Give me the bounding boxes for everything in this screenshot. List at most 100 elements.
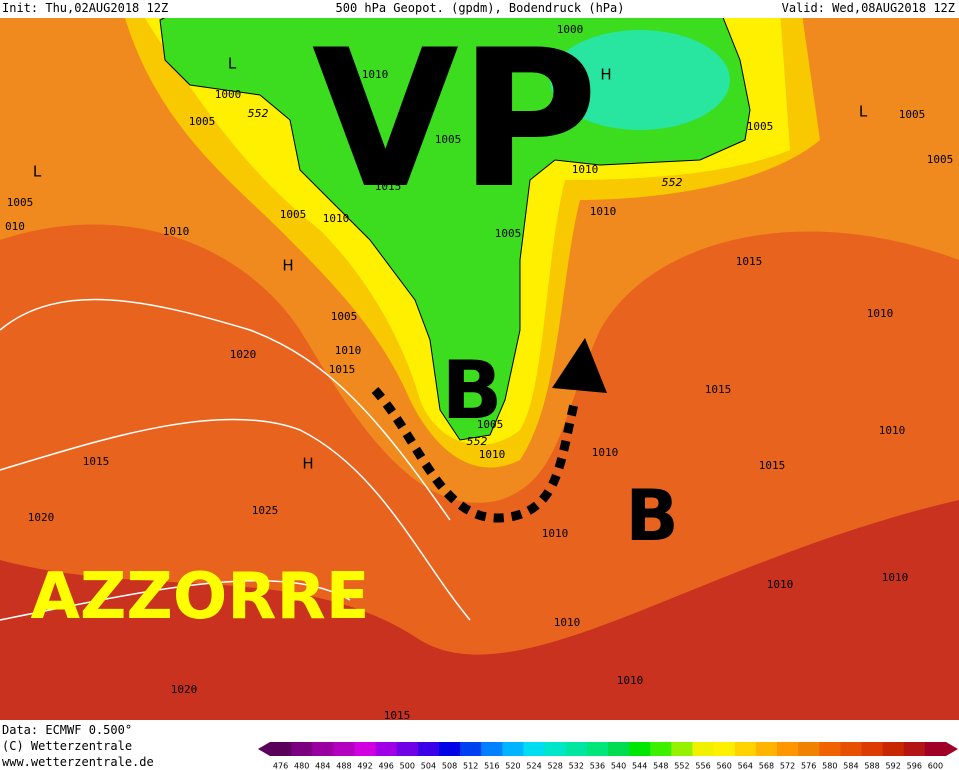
isobar-label: 1005 [280,208,307,221]
scale-swatch [924,742,947,756]
scale-swatch [671,742,693,756]
scale-swatch [840,742,862,756]
scale-swatch [819,742,841,756]
scale-label: 476 [273,762,288,770]
copyright: (C) Wetterzentrale [2,739,132,753]
scale-label: 500 [400,762,415,770]
scale-swatch [417,742,440,756]
isobar-label: 1010 [323,212,350,225]
scale-label: 528 [548,762,563,770]
scale-swatch [291,742,313,756]
scale-label: 580 [822,762,837,770]
warm-region [0,500,959,720]
scale-swatch [798,742,820,756]
contour-label: 552 [662,176,683,189]
isobar-label: 1005 [747,120,774,133]
scale-label: 516 [484,762,499,770]
isobar-label: 1010 [554,616,581,629]
isobar-label: 1010 [590,205,617,218]
scale-label: 556 [695,762,710,770]
scale-swatch [565,742,588,756]
scale-label: 576 [801,762,816,770]
scale-label: 592 [886,762,901,770]
scale-swatch [396,742,419,756]
pressure-center: H [600,66,611,84]
scale-label: 536 [590,762,605,770]
scale-swatch [439,742,461,756]
scale-label: 588 [864,762,879,770]
pressure-center: L [33,163,42,181]
header-bar [0,0,959,18]
scale-swatch [270,742,292,756]
scale-swatch [692,742,715,756]
pressure-center: H [302,455,313,473]
scale-label: 600 [928,762,943,770]
scale-label: 572 [780,762,795,770]
scale-swatch [481,742,503,756]
website: www.wetterzentrale.de [2,755,154,769]
scale-label: 496 [379,762,394,770]
scale-label: 520 [505,762,520,770]
isobar-label: 1010 [362,68,389,81]
isobar-label: 1005 [331,310,358,323]
isobar-label: 1010 [163,225,190,238]
scale-swatch [523,742,546,756]
scale-label: 548 [653,762,668,770]
scale-swatch [882,742,905,756]
scale-label: 540 [611,762,626,770]
scale-swatch [312,742,334,756]
scale-label: 532 [569,762,584,770]
scale-swatch [375,742,398,756]
scale-label: 484 [315,762,330,770]
isobar-label: 1015 [705,383,732,396]
scale-swatch [713,742,736,756]
isobar-label: 1010 [617,674,644,687]
valid-time: Valid: Wed,08AUG2018 12Z [782,1,955,15]
scale-label: 584 [843,762,858,770]
pressure-center: L [859,103,868,121]
scale-swatch [502,742,524,756]
scale-label: 560 [717,762,732,770]
isobar-label: 1005 [189,115,216,128]
isobar [0,298,471,621]
data-source: Data: ECMWF 0.500° [2,723,132,737]
scale-label: 480 [294,762,309,770]
isobar-label: 1020 [28,511,55,524]
scale-swatch [861,742,884,756]
scale-swatch [903,742,926,756]
isobar-label: 1015 [375,180,402,193]
isobar-label: 1015 [329,363,356,376]
scale-label: 492 [357,762,372,770]
map-title: 500 hPa Geopot. (gpdm), Bodendruck (hPa) [336,1,625,15]
scale-swatch [354,742,377,756]
scale-swatch [629,742,651,756]
scale-label: 596 [907,762,922,770]
isobar-label: 1000 [215,88,242,101]
isobar-label: 1005 [435,133,462,146]
scale-swatch [734,742,757,756]
scale-end [946,742,958,756]
isobar-label: 1015 [384,709,411,722]
isobar-label: 1010 [767,578,794,591]
scale-label: 544 [632,762,647,770]
annotation-b: B [442,344,503,437]
scale-swatch [755,742,778,756]
isobar-label: 1025 [252,504,279,517]
isobar-label: 1020 [230,348,257,361]
pressure-center: H [282,257,293,275]
isobar-label: 1005 [927,153,954,166]
scale-label: 568 [759,762,774,770]
isobar-label: 1015 [736,255,763,268]
trajectory-arrow [371,386,580,523]
init-time: Init: Thu,02AUG2018 12Z [2,1,168,15]
isobar-label: 1015 [759,459,786,472]
isobar-label: 1005 [899,108,926,121]
isobar-label: 010 [5,220,25,233]
scale-label: 564 [738,762,753,770]
scale-swatch [460,742,482,756]
isobar-label: 1010 [572,163,599,176]
isobar-label: 1015 [83,455,110,468]
isobar-label: 1010 [882,571,909,584]
